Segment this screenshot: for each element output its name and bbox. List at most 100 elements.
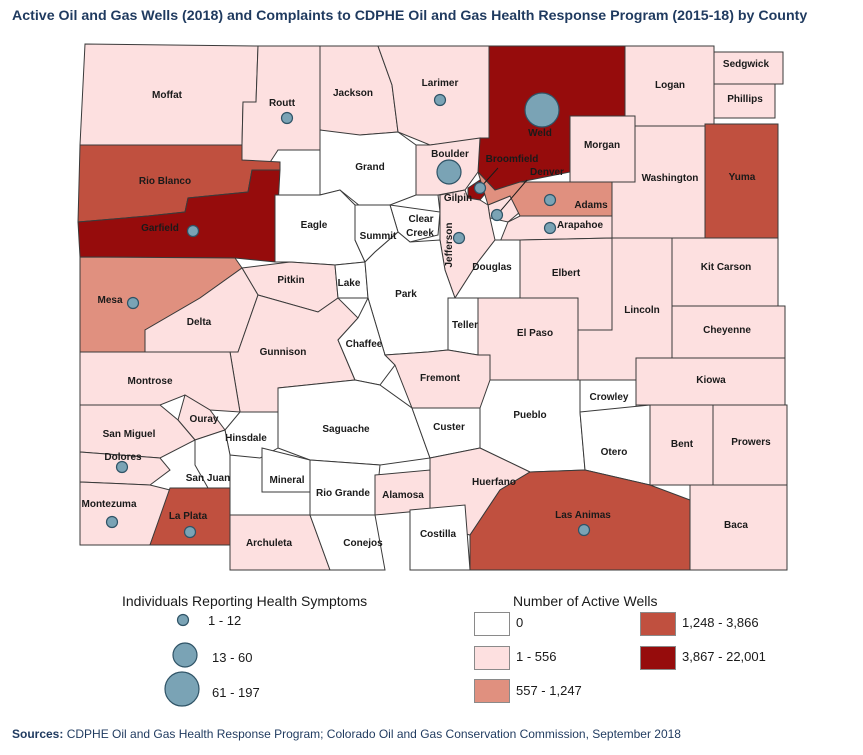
county-label-huerfano: Huerfano bbox=[472, 477, 516, 488]
wells-swatch-high bbox=[640, 612, 676, 636]
symptom-bubble-dolores bbox=[115, 460, 129, 474]
county-label-boulder: Boulder bbox=[431, 149, 469, 160]
county-label-kiowa: Kiowa bbox=[696, 375, 726, 386]
county-label-las-animas: Las Animas bbox=[555, 510, 611, 521]
county-las-animas bbox=[469, 469, 691, 571]
county-label-gilpin: Gilpin bbox=[444, 193, 472, 204]
county-label-bent: Bent bbox=[671, 439, 694, 450]
county-label-lincoln: Lincoln bbox=[624, 305, 660, 316]
county-label-conejos: Conejos bbox=[343, 538, 383, 549]
county-label-gunnison: Gunnison bbox=[260, 347, 307, 358]
county-label-san-miguel: San Miguel bbox=[103, 429, 156, 440]
county-labels: Moffat Routt Jackson Larimer Weld Logan Sedgwi… bbox=[82, 59, 772, 549]
wells-swatch-mid bbox=[474, 679, 510, 703]
wells-legend-label-low: 1 - 556 bbox=[516, 649, 557, 664]
county-label-otero: Otero bbox=[601, 447, 628, 458]
sources-text: CDPHE Oil and Gas Health Response Progra… bbox=[63, 727, 681, 741]
county-label-hinsdale: Hinsdale bbox=[225, 433, 267, 444]
map-title: Active Oil and Gas Wells (2018) and Comp… bbox=[12, 8, 808, 24]
symptom-bubble-arapahoe bbox=[543, 221, 557, 235]
wells-swatch-low bbox=[474, 646, 510, 670]
county-label-pitkin: Pitkin bbox=[277, 275, 304, 286]
county-label-lake: Lake bbox=[338, 278, 361, 289]
wells-legend-label-zero: 0 bbox=[516, 615, 524, 630]
symptoms-legend-label-small: 1 - 12 bbox=[208, 613, 242, 628]
county-label-broomfield: Broomfield bbox=[486, 154, 539, 165]
symptom-bubble-jefferson bbox=[452, 231, 466, 245]
wells-legend-label-mid: 557 - 1,247 bbox=[516, 683, 582, 698]
county-label-grand: Grand bbox=[355, 162, 384, 173]
sources-prefix: Sources: bbox=[12, 727, 64, 741]
legend-bubble-small bbox=[176, 613, 190, 627]
symptom-bubble-adams bbox=[543, 193, 557, 207]
county-fremont bbox=[383, 349, 491, 409]
county-label-phillips: Phillips bbox=[727, 94, 763, 105]
county-label-yuma: Yuma bbox=[729, 172, 756, 183]
county-label-larimer: Larimer bbox=[422, 78, 459, 89]
county-label-elbert: Elbert bbox=[552, 268, 581, 279]
symptom-bubble-weld bbox=[524, 92, 560, 128]
symptom-bubble-boulder bbox=[436, 159, 462, 185]
symptom-bubble-garfield bbox=[186, 224, 200, 238]
county-label-fremont: Fremont bbox=[420, 373, 461, 384]
legend-symbols bbox=[164, 613, 200, 707]
county-phillips bbox=[713, 83, 776, 119]
county-label-summit: Summit bbox=[360, 231, 397, 242]
county-label-teller: Teller bbox=[452, 320, 478, 331]
county-label-arapahoe: Arapahoe bbox=[557, 220, 604, 231]
county-label-montrose: Montrose bbox=[128, 376, 173, 387]
legend-bubble-large bbox=[164, 671, 200, 707]
county-label-washington: Washington bbox=[642, 173, 699, 184]
county-label-custer: Custer bbox=[433, 422, 465, 433]
wells-legend-label-high: 1,248 - 3,866 bbox=[682, 615, 759, 630]
county-label-rio-grande: Rio Grande bbox=[316, 488, 370, 499]
county-adams bbox=[477, 171, 613, 217]
county-label-dolores: Dolores bbox=[104, 452, 142, 463]
county-label-baca: Baca bbox=[724, 520, 748, 531]
county-label-rio-blanco: Rio Blanco bbox=[139, 176, 191, 187]
county-label-prowers: Prowers bbox=[731, 437, 771, 448]
county-label-moffat: Moffat bbox=[152, 90, 183, 101]
county-label-mineral: Mineral bbox=[269, 475, 304, 486]
county-sedgwick bbox=[713, 51, 784, 85]
county-label-denver: Denver bbox=[530, 167, 564, 178]
county-label-park: Park bbox=[395, 289, 417, 300]
county-label-el-paso: El Paso bbox=[517, 328, 553, 339]
county-label-crowley: Crowley bbox=[590, 392, 629, 403]
county-label-montezuma: Montezuma bbox=[82, 499, 137, 510]
wells-legend-title: Number of Active Wells bbox=[513, 593, 658, 609]
symptoms-legend-title: Individuals Reporting Health Symptoms bbox=[122, 593, 368, 609]
symptom-bubble-mesa bbox=[126, 296, 140, 310]
symptom-bubble-denver bbox=[490, 208, 504, 222]
county-label-sedgwick: Sedgwick bbox=[723, 59, 770, 70]
symptom-bubble-routt bbox=[280, 111, 294, 125]
county-polygons bbox=[77, 43, 788, 571]
symptom-bubble-broomfield bbox=[473, 181, 487, 195]
county-label-la-plata: La Plata bbox=[169, 511, 208, 522]
county-label-archuleta: Archuleta bbox=[246, 538, 293, 549]
county-label-douglas: Douglas bbox=[472, 262, 512, 273]
county-label-routt: Routt bbox=[269, 98, 296, 109]
wells-swatch-zero bbox=[474, 612, 510, 636]
symptom-bubble-montezuma bbox=[105, 515, 119, 529]
county-label-san-juan: San Juan bbox=[186, 473, 230, 484]
wells-legend-label-top: 3,867 - 22,001 bbox=[682, 649, 766, 664]
sources-note: Sources: CDPHE Oil and Gas Health Respon… bbox=[12, 727, 681, 741]
county-label-logan: Logan bbox=[655, 80, 685, 91]
county-label-garfield: Garfield bbox=[141, 223, 179, 234]
leader-line-2 bbox=[496, 179, 528, 216]
symptoms-legend-label-large: 61 - 197 bbox=[212, 685, 260, 700]
county-label-morgan: Morgan bbox=[584, 140, 620, 151]
county-label-weld: Weld bbox=[528, 128, 552, 139]
county-label-alamosa: Alamosa bbox=[382, 490, 424, 501]
county-label-clear-creek-2: Creek bbox=[406, 228, 434, 239]
county-label-clear-creek-1: Clear bbox=[408, 214, 433, 225]
county-label-ouray: Ouray bbox=[190, 414, 219, 425]
county-label-jefferson: Jefferson bbox=[444, 222, 455, 267]
county-label-costilla: Costilla bbox=[420, 529, 457, 540]
symptom-bubble-larimer bbox=[433, 93, 447, 107]
symptoms-legend-label-medium: 13 - 60 bbox=[212, 650, 253, 665]
county-label-pueblo: Pueblo bbox=[513, 410, 546, 421]
county-label-saguache: Saguache bbox=[322, 424, 370, 435]
